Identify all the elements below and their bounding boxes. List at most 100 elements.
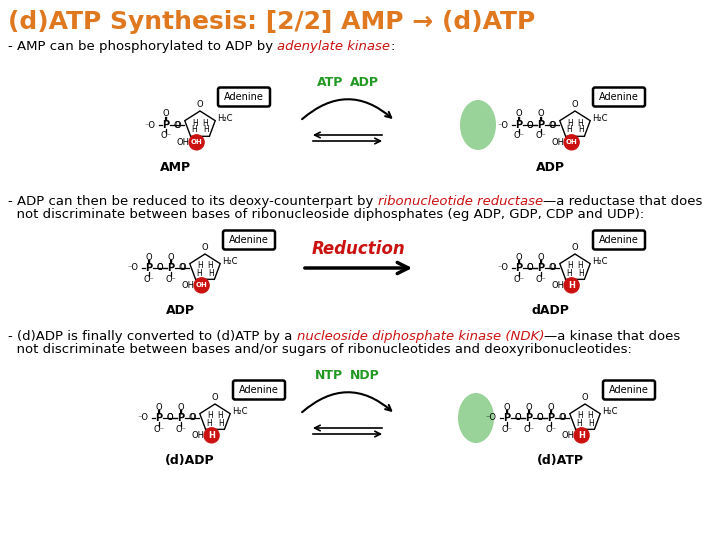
Text: O: O xyxy=(538,110,544,118)
Text: O⁻: O⁻ xyxy=(536,132,546,140)
Polygon shape xyxy=(199,404,230,429)
Text: Adenine: Adenine xyxy=(239,385,279,395)
Text: O: O xyxy=(549,264,555,273)
Text: O: O xyxy=(180,264,186,273)
Text: O: O xyxy=(538,253,544,261)
Text: O: O xyxy=(549,264,557,273)
Text: O: O xyxy=(168,253,174,261)
Text: OH: OH xyxy=(551,138,564,147)
Text: O: O xyxy=(189,414,195,422)
Text: P: P xyxy=(537,263,544,273)
Text: O: O xyxy=(157,264,163,273)
Text: Adenine: Adenine xyxy=(599,92,639,102)
Text: ⁻O: ⁻O xyxy=(497,120,508,130)
Text: H: H xyxy=(207,261,213,271)
Text: H₂C: H₂C xyxy=(233,407,248,416)
Text: OH: OH xyxy=(566,139,577,145)
Text: H: H xyxy=(578,125,584,134)
FancyBboxPatch shape xyxy=(603,381,655,400)
Text: ⁻O: ⁻O xyxy=(497,264,508,273)
Text: H: H xyxy=(207,411,213,421)
Text: O: O xyxy=(189,414,197,422)
Text: ⁻O: ⁻O xyxy=(485,414,496,422)
Text: O: O xyxy=(559,414,565,422)
Text: H: H xyxy=(566,125,572,134)
Text: H: H xyxy=(208,268,214,278)
Text: H₂C: H₂C xyxy=(222,257,238,266)
Text: O: O xyxy=(536,414,544,422)
Text: ribonucleotide reductase: ribonucleotide reductase xyxy=(377,195,543,208)
Circle shape xyxy=(574,428,589,443)
Text: - AMP can be phosphorylated to ADP by: - AMP can be phosphorylated to ADP by xyxy=(8,40,277,53)
Text: O: O xyxy=(174,120,180,130)
Text: H: H xyxy=(202,118,208,127)
Text: nucleoside diphosphate kinase (NDK): nucleoside diphosphate kinase (NDK) xyxy=(297,330,544,343)
Text: O: O xyxy=(548,402,554,411)
Text: OH: OH xyxy=(191,139,202,145)
Text: H: H xyxy=(203,125,209,134)
Text: O: O xyxy=(156,402,162,411)
Text: Adenine: Adenine xyxy=(229,235,269,245)
Ellipse shape xyxy=(458,393,494,443)
Text: H₂C: H₂C xyxy=(593,114,608,123)
Text: ADP: ADP xyxy=(166,304,194,317)
Text: OH: OH xyxy=(176,138,189,147)
Text: OH: OH xyxy=(196,282,207,288)
FancyBboxPatch shape xyxy=(233,381,285,400)
Text: H: H xyxy=(217,411,223,421)
Text: —a reductase that does: —a reductase that does xyxy=(543,195,702,208)
Text: O⁻: O⁻ xyxy=(523,424,534,434)
Text: ⁻O: ⁻O xyxy=(127,264,138,273)
Text: O: O xyxy=(179,264,185,273)
Polygon shape xyxy=(559,111,590,136)
Text: P: P xyxy=(163,120,170,130)
Text: not discriminate between bases and/or sugars of ribonucleotides and deoxyribonuc: not discriminate between bases and/or su… xyxy=(8,343,632,356)
Polygon shape xyxy=(570,404,600,429)
Text: O⁻: O⁻ xyxy=(546,424,557,434)
Text: O⁻: O⁻ xyxy=(502,424,513,434)
Text: O: O xyxy=(527,264,534,273)
Text: O: O xyxy=(527,120,534,130)
Text: O⁻: O⁻ xyxy=(161,132,171,140)
Text: H: H xyxy=(208,431,215,440)
Text: O⁻: O⁻ xyxy=(513,274,524,284)
Text: H: H xyxy=(567,261,573,271)
Text: O: O xyxy=(559,414,567,422)
Text: ADP: ADP xyxy=(536,161,564,174)
Text: H: H xyxy=(576,418,582,428)
Text: Adenine: Adenine xyxy=(609,385,649,395)
Text: O⁻: O⁻ xyxy=(153,424,164,434)
Text: H₂C: H₂C xyxy=(217,114,233,123)
Text: O: O xyxy=(526,402,532,411)
Text: H: H xyxy=(577,261,583,271)
Circle shape xyxy=(564,278,579,293)
Text: Reduction: Reduction xyxy=(312,240,405,258)
Text: O: O xyxy=(527,120,534,130)
Text: O: O xyxy=(549,120,557,130)
Text: P: P xyxy=(145,263,153,273)
Text: AMP: AMP xyxy=(159,161,191,174)
Text: H: H xyxy=(206,418,212,428)
Text: O⁻: O⁻ xyxy=(176,424,186,434)
Text: H: H xyxy=(192,118,198,127)
Text: H₂C: H₂C xyxy=(603,407,618,416)
FancyBboxPatch shape xyxy=(593,231,645,249)
Text: O: O xyxy=(167,414,174,422)
Text: NTP: NTP xyxy=(315,369,343,382)
Text: ATP: ATP xyxy=(317,76,343,89)
Text: P: P xyxy=(516,120,523,130)
Text: P: P xyxy=(547,413,554,423)
Text: Adenine: Adenine xyxy=(224,92,264,102)
Text: —a kinase that does: —a kinase that does xyxy=(544,330,680,343)
Text: ⁻O: ⁻O xyxy=(144,120,155,130)
Text: H: H xyxy=(197,261,203,271)
FancyBboxPatch shape xyxy=(218,87,270,106)
Text: - (d)ADP is finally converted to (d)ATP by a: - (d)ADP is finally converted to (d)ATP … xyxy=(8,330,297,343)
Ellipse shape xyxy=(460,100,496,150)
Text: (d)ADP: (d)ADP xyxy=(165,454,215,467)
Circle shape xyxy=(564,135,579,150)
Text: - ADP can then be reduced to its deoxy-counterpart by: - ADP can then be reduced to its deoxy-c… xyxy=(8,195,377,208)
Text: H: H xyxy=(577,118,583,127)
Text: O: O xyxy=(212,393,218,402)
Text: (d)ATP Synthesis: [2/2] AMP → (d)ATP: (d)ATP Synthesis: [2/2] AMP → (d)ATP xyxy=(8,10,535,34)
